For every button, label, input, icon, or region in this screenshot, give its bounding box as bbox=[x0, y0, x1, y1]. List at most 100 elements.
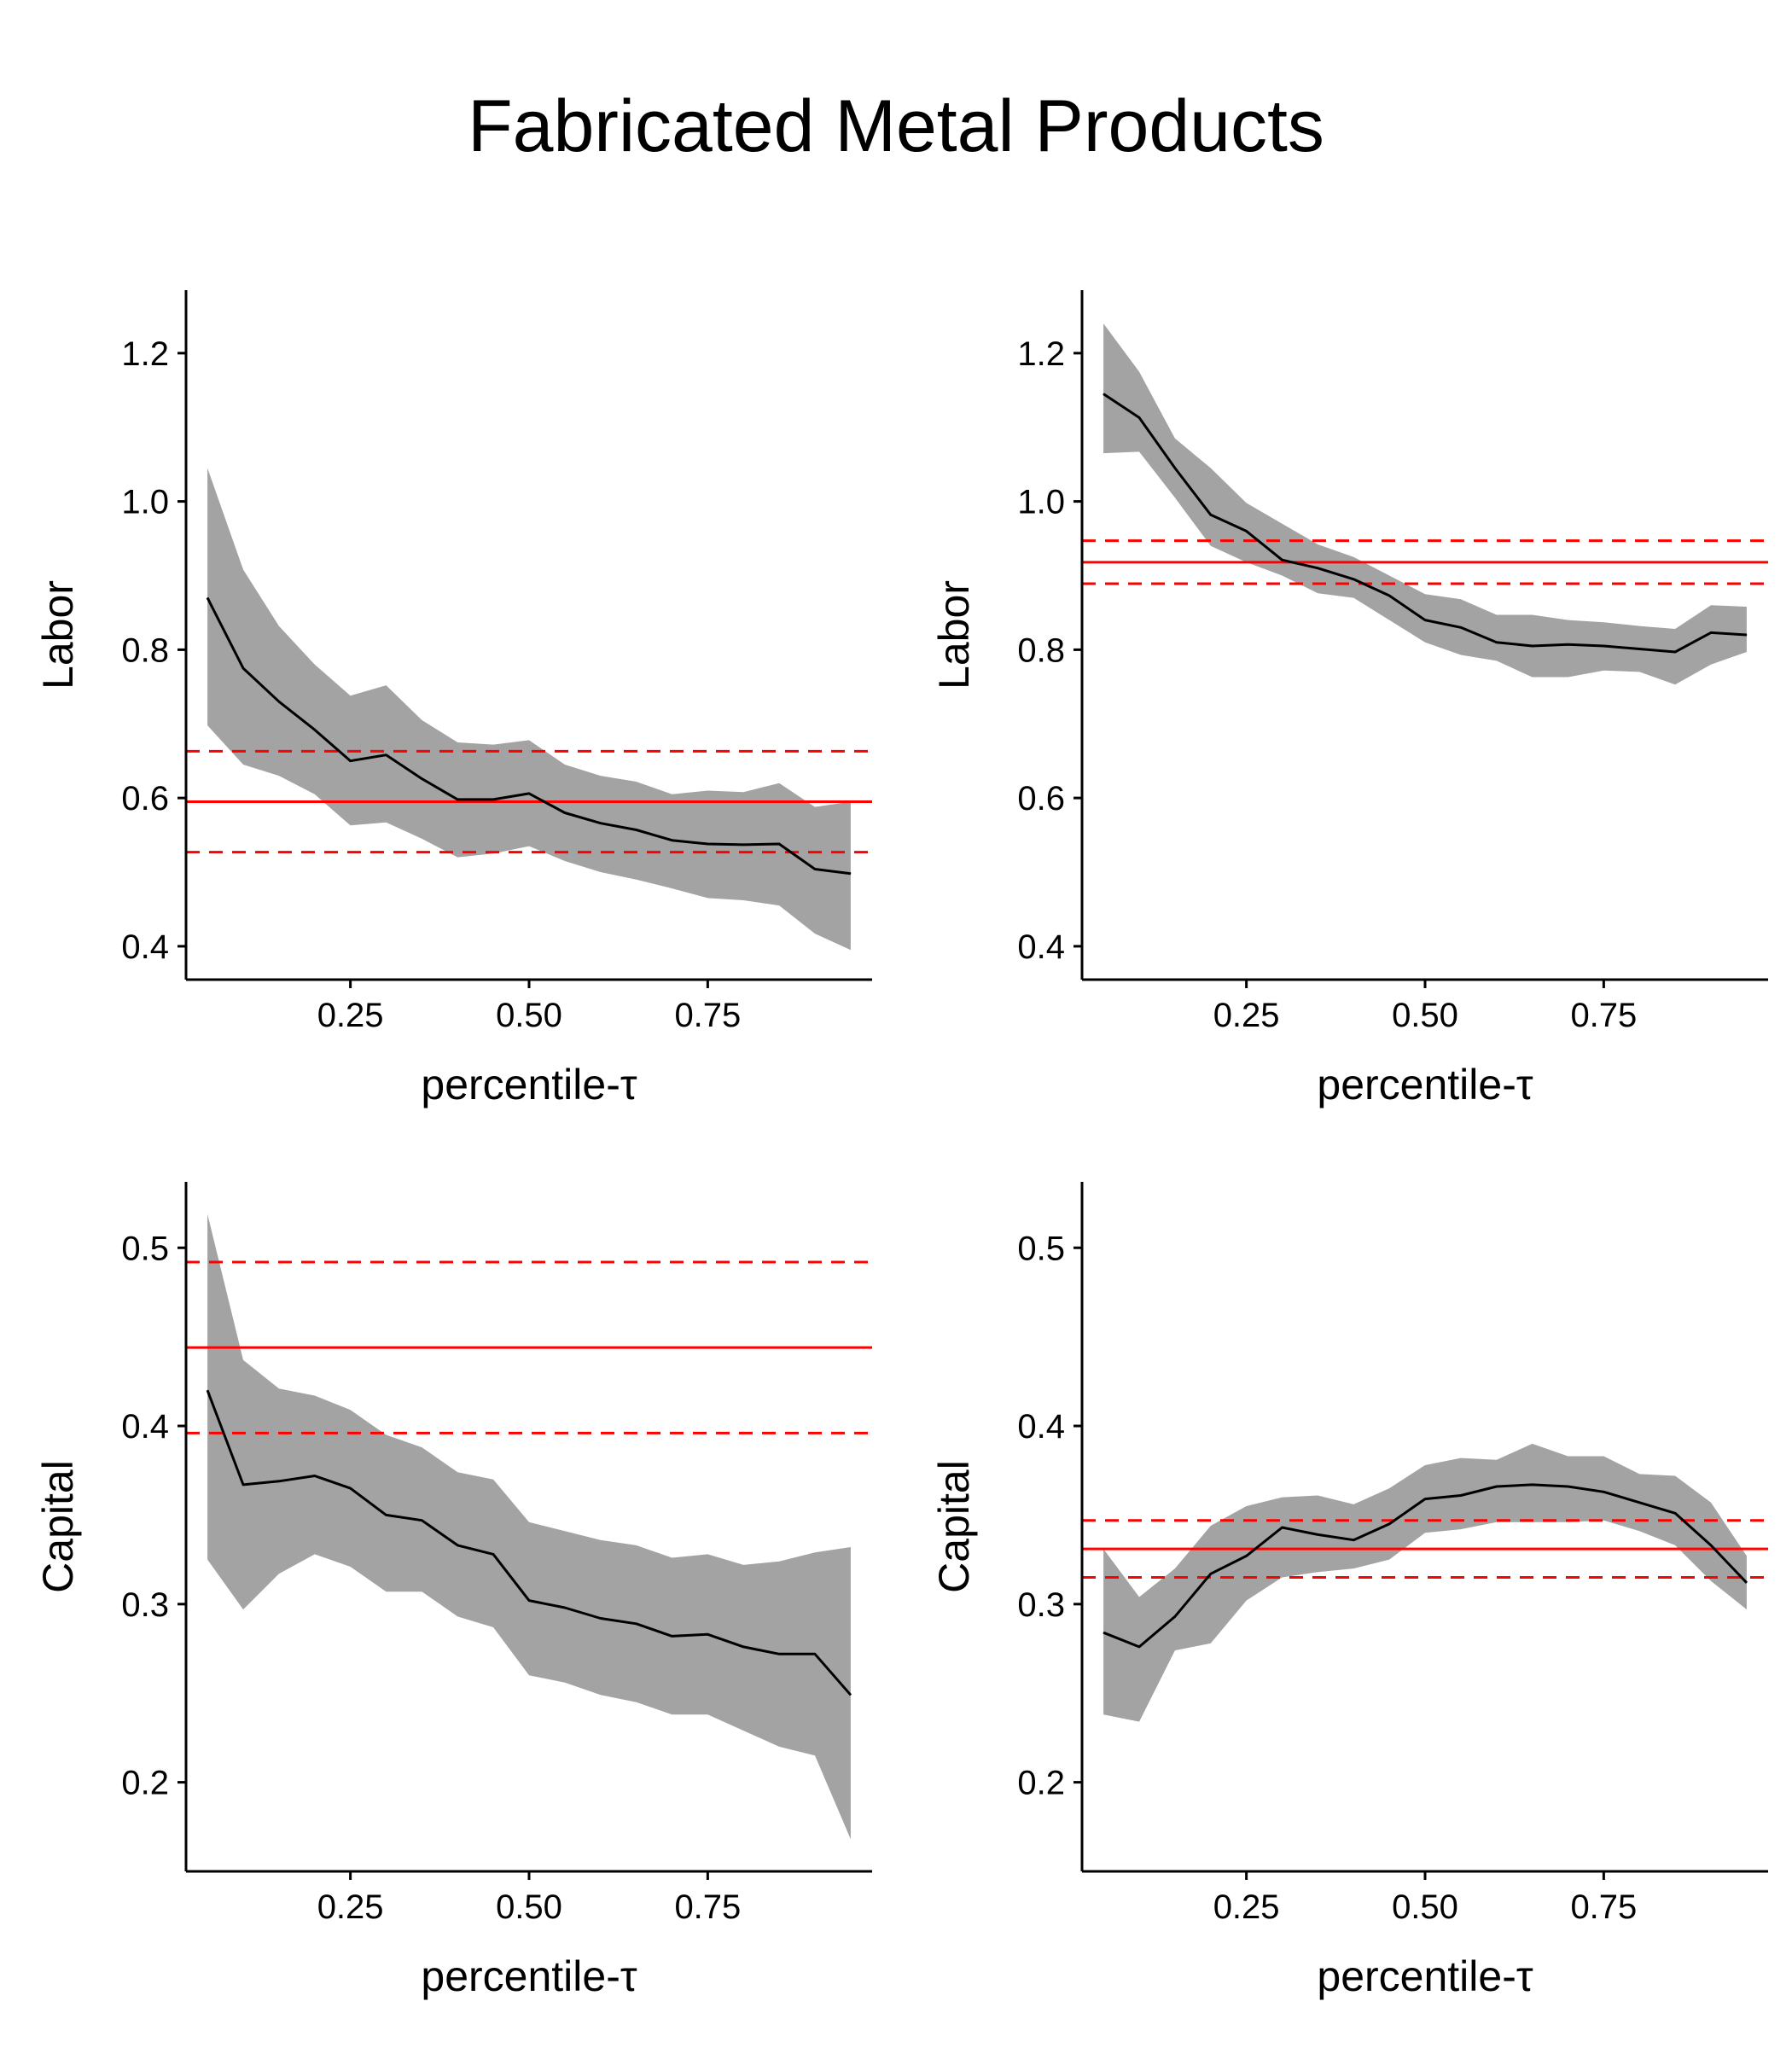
estimate-point bbox=[1424, 1498, 1426, 1500]
estimate-point bbox=[386, 754, 387, 756]
estimate-point bbox=[457, 799, 458, 800]
confidence-band bbox=[207, 1213, 851, 1840]
y-tick-label: 0.5 bbox=[121, 1230, 169, 1267]
estimate-point bbox=[707, 843, 708, 845]
estimate-point bbox=[1674, 651, 1676, 653]
confidence-band bbox=[207, 468, 851, 951]
y-axis-label: Labor bbox=[930, 580, 978, 689]
estimate-point bbox=[492, 1553, 494, 1555]
estimate-point bbox=[314, 1475, 316, 1476]
estimate-point bbox=[242, 1484, 244, 1486]
x-tick-label: 0.50 bbox=[1392, 997, 1458, 1034]
y-tick-label: 0.4 bbox=[121, 928, 169, 966]
estimate-point bbox=[636, 829, 637, 830]
estimate-point bbox=[1103, 393, 1104, 395]
estimate-point bbox=[1388, 595, 1390, 596]
estimate-point bbox=[1603, 645, 1604, 647]
estimate-point bbox=[778, 843, 780, 845]
y-axis-label: Labor bbox=[34, 580, 82, 689]
estimate-point bbox=[528, 793, 530, 794]
x-tick-label: 0.50 bbox=[496, 997, 562, 1034]
estimate-point bbox=[1246, 530, 1248, 532]
estimate-point bbox=[742, 1646, 744, 1648]
y-axis-label: Capital bbox=[34, 1460, 82, 1593]
estimate-point bbox=[207, 1389, 208, 1391]
estimate-point bbox=[742, 844, 744, 846]
estimate-point bbox=[1638, 1502, 1640, 1504]
x-axis-label: percentile-τ bbox=[1317, 1061, 1533, 1108]
estimate-point bbox=[778, 1653, 780, 1655]
x-tick-label: 0.25 bbox=[1213, 997, 1280, 1034]
x-tick-label: 0.50 bbox=[496, 1888, 562, 1926]
estimate-point bbox=[564, 1607, 566, 1609]
panel-bottom-right: 0.2 0.3 0.4 0.5 0.25 0.50 0.75 percentile-τ Capi… bbox=[930, 1182, 1768, 2000]
estimate-point bbox=[1103, 1632, 1104, 1633]
x-tick-label: 0.25 bbox=[317, 1888, 384, 1926]
y-tick-label: 0.8 bbox=[1017, 631, 1065, 669]
y-tick-label: 1.0 bbox=[1017, 484, 1065, 521]
estimate-point bbox=[350, 760, 352, 762]
y-tick-label: 0.3 bbox=[1017, 1586, 1065, 1624]
x-axis-label: percentile-τ bbox=[421, 1952, 637, 2000]
estimate-point bbox=[1532, 645, 1533, 647]
estimate-point bbox=[1674, 1512, 1676, 1514]
y-tick-label: 0.5 bbox=[1017, 1230, 1065, 1267]
estimate-point bbox=[850, 1694, 852, 1696]
estimate-point bbox=[350, 1487, 352, 1489]
estimate-point bbox=[1460, 1494, 1462, 1496]
estimate-point bbox=[600, 1618, 602, 1620]
estimate-point bbox=[528, 1600, 530, 1602]
x-axis-label: percentile-τ bbox=[1317, 1952, 1533, 2000]
x-axis-label: percentile-τ bbox=[421, 1061, 637, 1108]
y-tick-label: 0.2 bbox=[121, 1765, 169, 1802]
estimate-point bbox=[707, 1633, 708, 1635]
y-tick-label: 1.2 bbox=[1017, 335, 1065, 373]
estimate-point bbox=[1710, 631, 1712, 633]
estimate-point bbox=[1282, 1527, 1283, 1528]
x-tick-label: 0.25 bbox=[1213, 1888, 1280, 1926]
y-tick-label: 0.6 bbox=[1017, 780, 1065, 817]
estimate-point bbox=[386, 1514, 387, 1516]
estimate-point bbox=[1138, 1646, 1140, 1648]
y-axis-label: Capital bbox=[930, 1460, 978, 1593]
estimate-point bbox=[278, 701, 280, 702]
panel-top-left: 0.4 0.6 0.8 1.0 1.2 0.25 0.50 0.75 percentile-τ L… bbox=[34, 290, 872, 1108]
x-tick-label: 0.50 bbox=[1392, 1888, 1458, 1926]
x-tick-label: 0.75 bbox=[1570, 1888, 1637, 1926]
estimate-point bbox=[814, 869, 816, 870]
x-tick-label: 0.75 bbox=[674, 1888, 741, 1926]
y-tick-label: 0.6 bbox=[121, 780, 169, 817]
estimate-point bbox=[207, 597, 208, 599]
page-title: Fabricated Metal Products bbox=[468, 85, 1324, 167]
estimate-point bbox=[1746, 1582, 1748, 1584]
x-tick-label: 0.75 bbox=[674, 997, 741, 1034]
y-tick-label: 0.4 bbox=[121, 1408, 169, 1446]
estimate-point bbox=[492, 799, 494, 800]
y-tick-label: 0.8 bbox=[121, 631, 169, 669]
y-tick-label: 0.4 bbox=[1017, 928, 1065, 966]
y-tick-label: 0.3 bbox=[121, 1586, 169, 1624]
estimate-point bbox=[1746, 634, 1748, 636]
estimate-point bbox=[1353, 1539, 1354, 1541]
estimate-point bbox=[850, 873, 852, 875]
panel-top-right: 0.4 0.6 0.8 1.0 1.2 0.25 0.50 0.75 percentile-τ L… bbox=[930, 290, 1768, 1108]
estimate-point bbox=[564, 812, 566, 814]
estimate-point bbox=[1388, 1523, 1390, 1525]
y-tick-label: 1.0 bbox=[121, 484, 169, 521]
estimate-point bbox=[1460, 626, 1462, 628]
estimate-point bbox=[1282, 559, 1283, 561]
estimate-point bbox=[814, 1653, 816, 1655]
panel-bottom-left: 0.2 0.3 0.4 0.5 0.25 0.50 0.75 percentile-τ Capi… bbox=[34, 1182, 872, 2000]
confidence-band bbox=[1103, 323, 1747, 685]
estimate-point bbox=[242, 667, 244, 669]
estimate-point bbox=[1138, 416, 1140, 418]
estimate-point bbox=[1174, 1615, 1176, 1617]
y-tick-label: 0.4 bbox=[1017, 1408, 1065, 1446]
estimate-point bbox=[636, 1623, 637, 1625]
estimate-point bbox=[1496, 642, 1498, 643]
estimate-point bbox=[1532, 1484, 1533, 1486]
x-tick-label: 0.25 bbox=[317, 997, 384, 1034]
y-tick-label: 0.2 bbox=[1017, 1765, 1065, 1802]
confidence-band bbox=[1103, 1443, 1747, 1722]
